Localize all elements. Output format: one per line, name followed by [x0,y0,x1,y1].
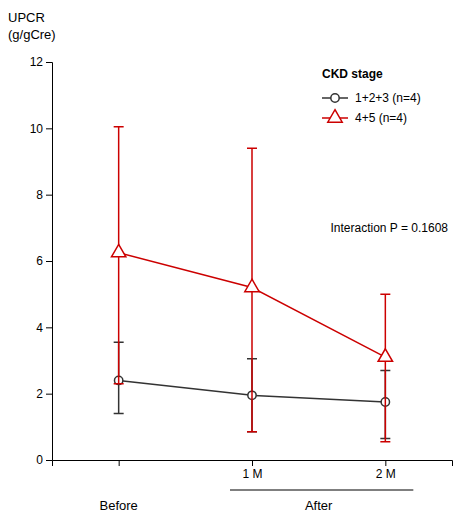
y-tick-mark [46,195,52,196]
x-axis-line [53,461,453,467]
y-tick-label: 10 [30,122,44,136]
y-tick-mark [46,128,52,129]
legend-marker [331,94,339,102]
y-tick-mark [46,62,52,63]
y-tick-mark [46,327,52,328]
y-tick-mark [46,460,52,461]
y-tick-label: 4 [36,321,43,335]
y-tick: 4 [36,321,52,335]
y-tick-label: 12 [30,55,44,69]
y-tick: 0 [36,453,52,467]
y-axis-title: (g/gCre) [8,27,56,42]
x-tick-label: 2 M [376,467,396,481]
error-bar [380,294,390,442]
x-tick: 1 M [242,460,262,481]
legend-entry: 1+2+3 (n=4) [322,91,421,105]
x-tick [119,460,120,466]
group-label: After [305,498,333,513]
chart: 0 2 4 6 8 10 12 1 M 2 M CKD stage 1+2+3 (n=4) 4+5 (… [0,0,474,532]
y-tick-label: 2 [36,387,43,401]
annotation: Interaction P = 0.1608 [330,221,448,235]
plot: 0 2 4 6 8 10 12 1 M 2 M CKD stage 1+2+3 (n=4) 4+5 (… [30,55,453,513]
group-overline [230,489,413,490]
y-tick: 2 [36,387,52,401]
legend-entry: 4+5 (n=4) [322,110,407,125]
marker [245,279,259,291]
x-tick-mark [385,460,386,466]
x-tick-label: 1 M [242,467,262,481]
legend-title: CKD stage [322,67,383,81]
marks [111,127,392,442]
legend: CKD stage 1+2+3 (n=4) 4+5 (n=4) [322,67,421,125]
y-axis-title: UPCR [8,10,45,25]
y-tick-label: 8 [36,188,43,202]
x-tick-mark [119,460,120,466]
series [111,127,392,442]
x-tick: 2 M [376,460,396,481]
legend-marker [328,110,342,122]
y-tick-mark [46,261,52,262]
y-tick-label: 6 [36,254,43,268]
legend-label: 1+2+3 (n=4) [355,91,421,105]
x-tick-mark [252,460,253,466]
group-label: Before [100,498,138,513]
y-tick-mark [46,394,52,395]
y-tick: 6 [36,254,52,268]
y-tick: 10 [30,122,52,136]
y-tick-label: 0 [36,453,43,467]
y-tick: 8 [36,188,52,202]
y-axis: 0 2 4 6 8 10 12 [30,55,53,467]
marker [111,244,125,256]
marker [378,349,392,361]
x-axis: 1 M 2 M [53,460,453,481]
y-axis-line [46,63,53,461]
y-tick: 12 [30,55,52,69]
legend-label: 4+5 (n=4) [355,111,407,125]
